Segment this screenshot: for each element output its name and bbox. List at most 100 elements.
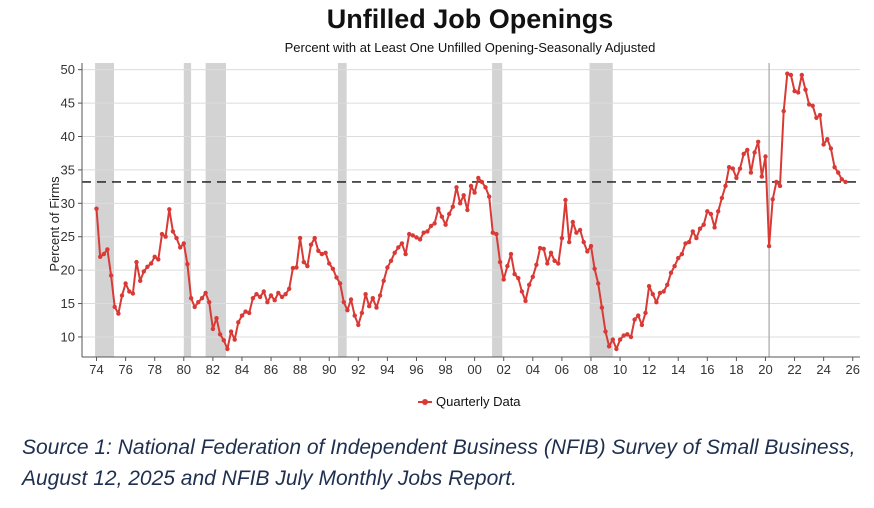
markers — [82, 63, 860, 357]
data-point — [94, 206, 99, 211]
data-point — [243, 309, 248, 314]
series-layer — [94, 71, 848, 352]
data-point — [199, 296, 205, 301]
data-point — [465, 207, 470, 213]
data-point — [606, 344, 612, 349]
x-tick-label-76: 76 — [118, 362, 132, 377]
data-point — [676, 255, 681, 261]
data-point — [138, 278, 143, 283]
data-point — [127, 289, 132, 294]
data-point — [628, 334, 634, 340]
data-point — [756, 139, 761, 144]
data-point — [377, 293, 383, 298]
data-point — [447, 211, 452, 217]
x-tick-label-12: 12 — [642, 362, 656, 377]
data-point — [308, 242, 314, 247]
data-point — [639, 322, 645, 328]
data-point — [657, 290, 663, 296]
data-point — [374, 305, 379, 310]
data-point — [774, 179, 779, 185]
x-tick-label-02: 02 — [496, 362, 510, 377]
data-point — [105, 247, 110, 252]
axes: 10 15 20 25 30 35 40 45 50 74 76 78 80 82 84 86 88 90 92 94… — [61, 62, 860, 377]
data-point — [305, 263, 310, 269]
recession-band-2 — [205, 63, 226, 357]
data-point — [152, 254, 157, 259]
data-point — [345, 308, 350, 313]
data-point — [479, 179, 485, 185]
data-point — [112, 304, 117, 310]
data-point — [221, 338, 226, 343]
y-tick-label-10: 10 — [61, 329, 75, 344]
x-tick-label-04: 04 — [526, 362, 540, 377]
data-point — [327, 261, 332, 266]
data-point — [516, 276, 521, 281]
data-point — [283, 292, 288, 297]
x-tick-label-96: 96 — [409, 362, 423, 377]
recession-band-5 — [589, 63, 613, 357]
data-point — [228, 329, 234, 334]
data-point — [537, 245, 543, 251]
data-point — [116, 311, 121, 316]
data-point — [301, 259, 306, 265]
legend-marker — [422, 399, 428, 405]
data-point — [796, 90, 801, 95]
data-point — [348, 297, 354, 302]
data-point — [472, 190, 477, 195]
data-point — [712, 225, 717, 230]
data-point — [694, 235, 699, 241]
data-point — [196, 300, 201, 305]
recession-band-4 — [492, 63, 503, 357]
data-point — [367, 304, 372, 309]
data-point — [145, 264, 150, 269]
data-point — [632, 317, 637, 322]
data-point — [508, 251, 514, 257]
data-point — [323, 250, 328, 255]
x-tick-label-00: 00 — [467, 362, 481, 377]
legend[interactable]: Quarterly Data — [418, 394, 521, 409]
data-point — [545, 261, 550, 266]
data-point — [512, 271, 517, 277]
data-point — [643, 310, 648, 316]
legend-label: Quarterly Data — [436, 394, 521, 409]
x-tick-label-88: 88 — [293, 362, 307, 377]
data-point — [843, 179, 848, 185]
data-point — [410, 233, 415, 238]
x-tick-label-22: 22 — [787, 362, 801, 377]
recession-band-3 — [337, 63, 347, 357]
data-point — [636, 313, 641, 318]
data-point — [403, 251, 408, 257]
data-point — [785, 71, 790, 76]
data-point — [407, 231, 412, 237]
data-point — [821, 142, 826, 147]
x-tick-label-24: 24 — [816, 362, 830, 377]
data-point — [759, 174, 764, 179]
data-point — [214, 316, 219, 321]
y-tick-label-40: 40 — [61, 129, 75, 144]
data-point — [148, 261, 154, 266]
data-point — [708, 211, 714, 217]
data-point — [225, 346, 230, 352]
y-axis-label: Percent of Firms — [47, 176, 62, 272]
data-point — [396, 245, 401, 250]
x-tick-label-08: 08 — [584, 362, 598, 377]
data-point — [777, 183, 783, 189]
data-point — [577, 227, 583, 233]
data-point — [330, 266, 336, 271]
data-point — [810, 103, 815, 109]
data-point — [814, 115, 819, 121]
data-point — [588, 243, 594, 249]
data-point — [592, 266, 597, 271]
data-point — [617, 337, 623, 342]
gridlines — [82, 69, 860, 338]
x-tick-label-16: 16 — [700, 362, 714, 377]
data-point — [552, 258, 557, 263]
data-point — [265, 300, 270, 305]
data-point — [505, 263, 510, 269]
x-tick-label-86: 86 — [264, 362, 278, 377]
x-tick-label-18: 18 — [729, 362, 743, 377]
x-tick-label-78: 78 — [147, 362, 161, 377]
data-point — [697, 226, 703, 231]
data-point — [163, 234, 168, 239]
data-point — [788, 72, 794, 78]
